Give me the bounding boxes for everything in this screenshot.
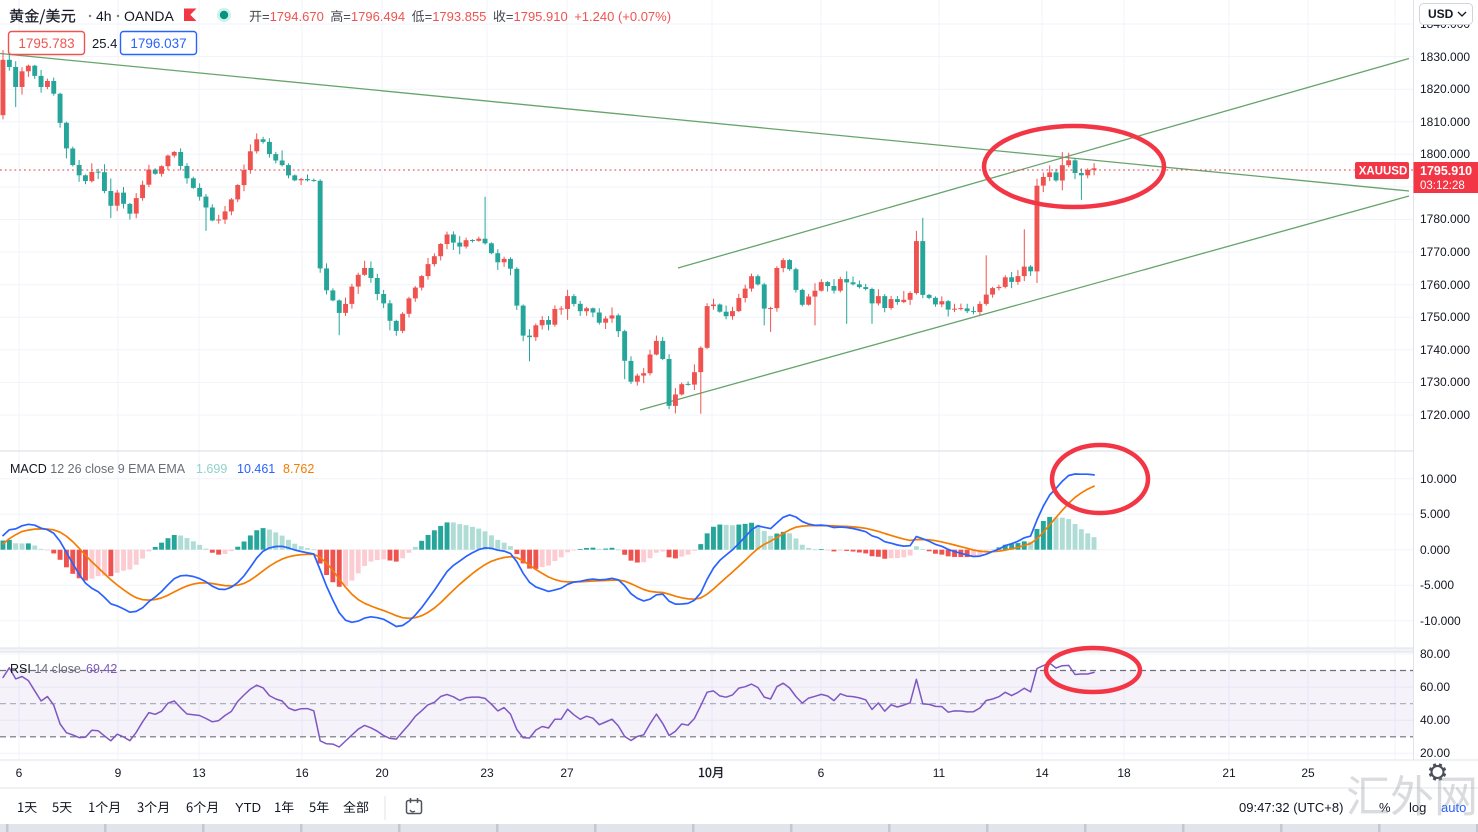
svg-text:13: 13 <box>192 766 206 780</box>
svg-text:log: log <box>1409 800 1426 815</box>
svg-text:=: = <box>506 9 514 24</box>
svg-text:20.00: 20.00 <box>1420 746 1450 760</box>
svg-text:23: 23 <box>480 766 494 780</box>
svg-text:1795.910: 1795.910 <box>1420 164 1472 178</box>
svg-text:09:47:32 (UTC+8): 09:47:32 (UTC+8) <box>1239 800 1343 815</box>
svg-text:18: 18 <box>1117 766 1131 780</box>
svg-text:0.000: 0.000 <box>1420 543 1450 557</box>
svg-text:1770.000: 1770.000 <box>1420 245 1470 259</box>
svg-text:11: 11 <box>933 766 946 780</box>
svg-text:OANDA: OANDA <box>124 8 174 24</box>
svg-text:auto: auto <box>1441 800 1466 815</box>
svg-text:5.000: 5.000 <box>1420 507 1450 521</box>
svg-text:1830.000: 1830.000 <box>1420 50 1470 64</box>
svg-text:+1.240 (+0.07%): +1.240 (+0.07%) <box>574 9 671 24</box>
svg-text:1795.910: 1795.910 <box>513 9 567 24</box>
svg-text:8.762: 8.762 <box>283 462 314 476</box>
svg-text:1820.000: 1820.000 <box>1420 82 1470 96</box>
svg-text:1796.037: 1796.037 <box>130 36 186 51</box>
svg-text:16: 16 <box>295 766 309 780</box>
svg-text:69.42: 69.42 <box>86 662 117 676</box>
svg-text:=: = <box>343 9 351 24</box>
svg-text:1793.855: 1793.855 <box>432 9 486 24</box>
svg-text:1796.494: 1796.494 <box>351 9 405 24</box>
svg-text:1800.000: 1800.000 <box>1420 147 1470 161</box>
svg-text:-5.000: -5.000 <box>1420 578 1454 592</box>
svg-text:=: = <box>425 9 433 24</box>
svg-text:1794.670: 1794.670 <box>270 9 324 24</box>
svg-text:1720.000: 1720.000 <box>1420 408 1470 422</box>
svg-text:27: 27 <box>560 766 574 780</box>
svg-text:21: 21 <box>1222 766 1236 780</box>
svg-text:1750.000: 1750.000 <box>1420 310 1470 324</box>
svg-text:1.699: 1.699 <box>196 462 227 476</box>
svg-text:25.4: 25.4 <box>92 36 117 51</box>
svg-text:1730.000: 1730.000 <box>1420 375 1470 389</box>
svg-text:USD: USD <box>1428 7 1454 21</box>
svg-text:60.00: 60.00 <box>1420 680 1450 694</box>
svg-text:XAUUSD: XAUUSD <box>1359 166 1408 178</box>
svg-text:03:12:28: 03:12:28 <box>1420 180 1465 192</box>
svg-text:1740.000: 1740.000 <box>1420 343 1470 357</box>
svg-text:10.000: 10.000 <box>1420 472 1457 486</box>
svg-text:4h: 4h <box>96 8 112 24</box>
svg-text:10.461: 10.461 <box>237 462 275 476</box>
svg-text:14: 14 <box>1035 766 1049 780</box>
svg-text:9: 9 <box>115 766 122 780</box>
svg-text:20: 20 <box>375 766 389 780</box>
svg-text:6: 6 <box>16 766 23 780</box>
svg-text:%: % <box>1379 800 1391 815</box>
svg-text:6: 6 <box>818 766 825 780</box>
svg-text:80.00: 80.00 <box>1420 647 1450 661</box>
svg-text:25: 25 <box>1301 766 1315 780</box>
svg-text:YTD: YTD <box>235 800 261 815</box>
svg-text:40.00: 40.00 <box>1420 713 1450 727</box>
svg-text:MACD 12 26 close 9 EMA EMA: MACD 12 26 close 9 EMA EMA <box>10 462 186 476</box>
svg-text:-10.000: -10.000 <box>1420 614 1461 628</box>
svg-text:1795.783: 1795.783 <box>18 36 74 51</box>
svg-text:=: = <box>262 9 270 24</box>
svg-text:1760.000: 1760.000 <box>1420 278 1470 292</box>
svg-text:1780.000: 1780.000 <box>1420 212 1470 226</box>
svg-text:RSI 14 close: RSI 14 close <box>10 662 81 676</box>
svg-text:1810.000: 1810.000 <box>1420 115 1470 129</box>
